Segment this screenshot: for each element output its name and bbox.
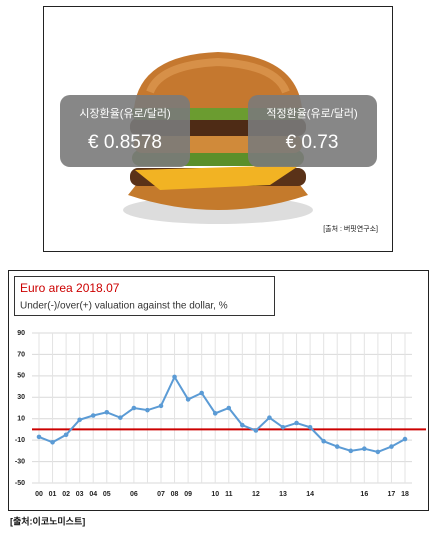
point bbox=[280, 424, 286, 430]
x-tick-label: 13 bbox=[279, 491, 287, 498]
point bbox=[199, 390, 204, 396]
y-tick-label: 10 bbox=[17, 416, 25, 423]
point bbox=[240, 422, 245, 428]
x-tick-label: 17 bbox=[388, 491, 396, 498]
point bbox=[212, 411, 218, 416]
x-tick-label: 12 bbox=[252, 491, 260, 498]
x-tick-label: 05 bbox=[103, 491, 111, 498]
point bbox=[77, 417, 82, 423]
point bbox=[294, 420, 299, 426]
x-tick-label: 03 bbox=[76, 491, 84, 498]
y-tick-label: -10 bbox=[15, 437, 25, 444]
y-tick-label: 30 bbox=[17, 394, 25, 401]
point bbox=[131, 405, 137, 411]
x-tick-label: 14 bbox=[306, 491, 314, 498]
y-tick-label: -50 bbox=[15, 480, 25, 487]
point bbox=[104, 409, 110, 415]
series-line bbox=[38, 374, 406, 453]
point bbox=[348, 448, 354, 454]
x-tick-label: 10 bbox=[211, 491, 219, 498]
market-value: € 0.8578 bbox=[88, 132, 162, 153]
market-box bbox=[60, 95, 190, 167]
point bbox=[375, 449, 381, 455]
point bbox=[172, 374, 177, 380]
point bbox=[63, 432, 69, 438]
x-tick-label: 07 bbox=[157, 491, 165, 498]
x-tick-label: 00 bbox=[35, 491, 43, 498]
x-tick-label: 02 bbox=[62, 491, 70, 498]
fair-box bbox=[248, 95, 377, 167]
caption: [출처:이코노미스트] bbox=[10, 515, 85, 526]
point bbox=[253, 428, 259, 433]
x-tick-label: 18 bbox=[401, 491, 409, 498]
x-tick-label: 11 bbox=[225, 491, 233, 498]
point bbox=[307, 424, 313, 430]
x-tick-label: 06 bbox=[130, 491, 138, 498]
fair-value: € 0.73 bbox=[286, 132, 339, 153]
title-box bbox=[14, 276, 275, 316]
fair-label: 적정환율(유로/달러) bbox=[266, 107, 357, 120]
point bbox=[334, 444, 340, 449]
image-source: [출처 : 버핏연구소] bbox=[323, 224, 378, 233]
x-tick-label: 08 bbox=[171, 491, 179, 498]
point bbox=[145, 407, 150, 413]
point bbox=[118, 415, 123, 420]
x-tick-label: 16 bbox=[360, 491, 368, 498]
point bbox=[362, 446, 367, 452]
x-tick-label: 09 bbox=[184, 491, 192, 498]
point bbox=[50, 439, 55, 445]
point bbox=[321, 438, 326, 444]
point bbox=[36, 434, 42, 440]
market-label: 시장환율(유로/달러) bbox=[79, 107, 170, 120]
point bbox=[267, 415, 272, 420]
chart-title: Euro area 2018.07 bbox=[20, 281, 120, 295]
x-tick-label: 04 bbox=[89, 491, 97, 498]
y-tick-label: 70 bbox=[17, 351, 25, 358]
point bbox=[226, 405, 232, 411]
point bbox=[402, 436, 408, 442]
y-tick-label: 50 bbox=[17, 373, 25, 380]
point bbox=[389, 444, 394, 449]
y-tick-label: 90 bbox=[17, 330, 25, 337]
point bbox=[90, 413, 96, 418]
x-tick-label: 01 bbox=[49, 491, 57, 498]
point bbox=[158, 403, 164, 409]
y-tick-label: -30 bbox=[15, 458, 25, 465]
point bbox=[185, 397, 191, 402]
chart-subtitle: Under(-)/over(+) valuation against the d… bbox=[20, 301, 228, 312]
